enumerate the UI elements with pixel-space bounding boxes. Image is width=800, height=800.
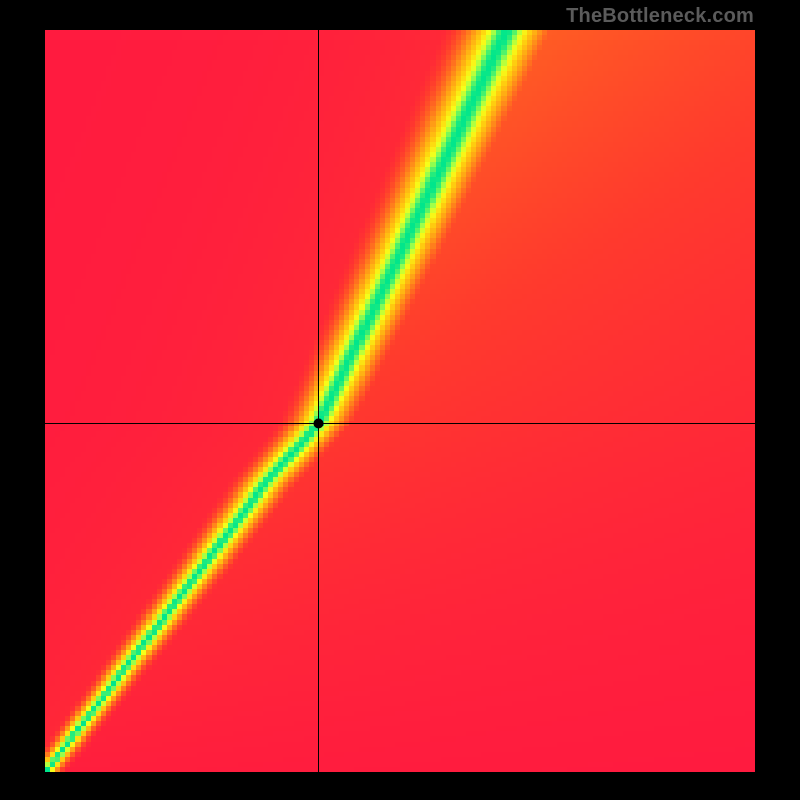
plot-area xyxy=(45,30,755,772)
overlay-canvas xyxy=(45,30,755,772)
frame: TheBottleneck.com xyxy=(0,0,800,800)
watermark-text: TheBottleneck.com xyxy=(566,5,754,28)
